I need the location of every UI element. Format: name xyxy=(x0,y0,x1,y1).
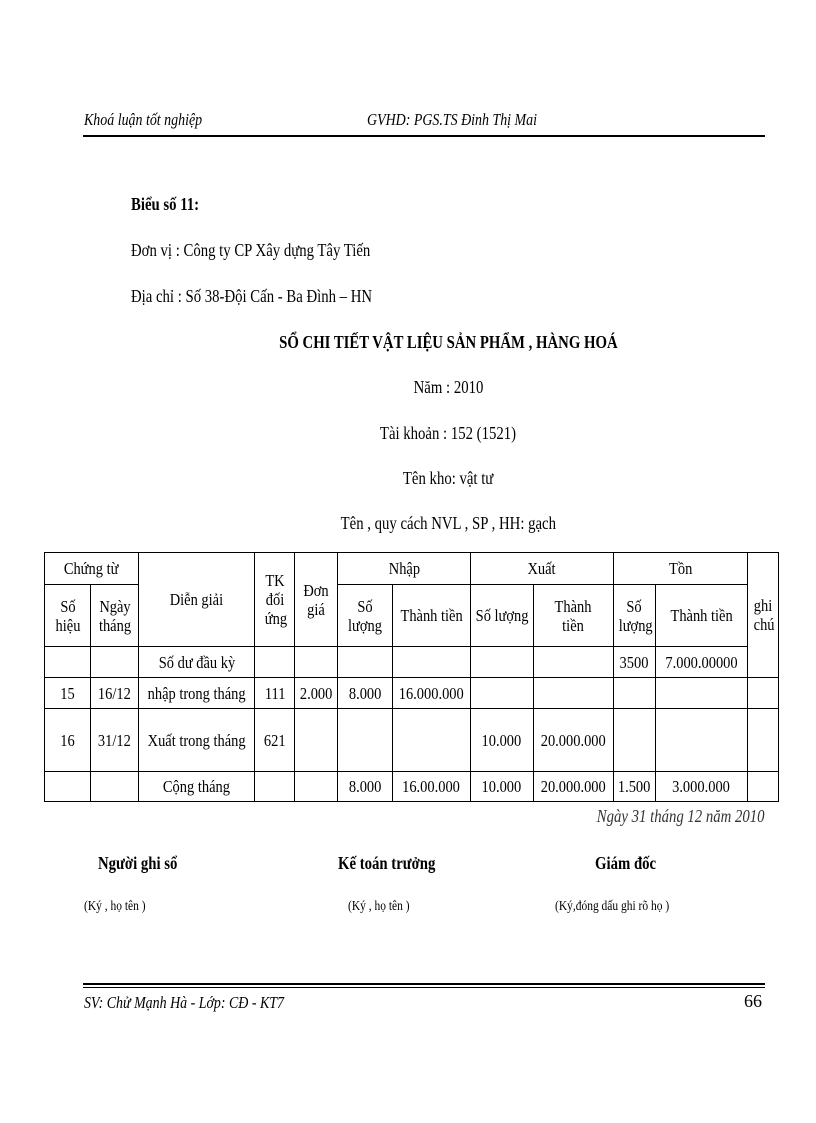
cell: Xuất trong tháng xyxy=(137,708,256,772)
cell xyxy=(746,771,779,802)
header-ghi-chu: ghi chú xyxy=(746,552,779,678)
cell xyxy=(612,677,656,709)
cell: 3500 xyxy=(612,646,656,678)
cell xyxy=(469,646,534,678)
cell xyxy=(746,708,779,772)
header-nhap-thanh-tien: Thành tiền xyxy=(392,584,471,647)
cell xyxy=(90,646,139,678)
cell xyxy=(294,646,339,678)
header-ton: Tồn xyxy=(612,552,748,585)
cell: 10.000 xyxy=(469,771,534,802)
page-title: SỔ CHI TIẾT VẬT LIỆU SẢN PHẨM , HÀNG HOÁ xyxy=(278,332,618,352)
header-ton-thanh-tien: Thành tiền xyxy=(654,584,748,647)
cell: 16.000.000 xyxy=(392,677,471,709)
header-nhap: Nhập xyxy=(337,552,471,585)
form-number: Biểu số 11: xyxy=(131,194,200,214)
cell: nhập trong tháng xyxy=(137,677,256,709)
header-tk-doi-ung: TK đối ứng xyxy=(254,552,296,647)
cell xyxy=(90,771,139,802)
cell: Số dư đầu kỳ xyxy=(137,646,256,678)
table-row: Số dư đầu kỳ 3500 7.000.00000 xyxy=(44,646,779,678)
header-left: Khoá luận tốt nghiệp xyxy=(84,110,203,129)
spec-line: Tên , quy cách NVL , SP , HH: gạch xyxy=(340,513,556,533)
date-line: Ngày 31 tháng 12 năm 2010 xyxy=(596,806,764,826)
cell: 1.500 xyxy=(612,771,656,802)
signature-title-director: Giám đốc xyxy=(595,853,657,873)
cell xyxy=(469,677,534,709)
year-line: Năm : 2010 xyxy=(413,377,483,397)
header-ngay-thang: Ngày tháng xyxy=(90,584,139,647)
cell xyxy=(337,646,394,678)
cell xyxy=(532,646,614,678)
header-nhap-so-luong: Số lượng xyxy=(337,584,394,647)
footer-rule-top xyxy=(83,983,765,985)
header-ton-so-luong: Số lượng xyxy=(612,584,656,647)
cell: 2.000 xyxy=(294,677,339,709)
header-xuat-so-luong: Số lượng xyxy=(469,584,534,647)
cell xyxy=(337,708,394,772)
header-chung-tu: Chứng từ xyxy=(44,552,139,585)
cell: 7.000.00000 xyxy=(654,646,748,678)
header-don-gia: Đơn giá xyxy=(294,552,339,647)
header-rule xyxy=(83,135,765,137)
ledger-table: Chứng từ Diễn giải TK đối ứng Đơn giá Nh… xyxy=(44,552,779,802)
cell: 111 xyxy=(254,677,296,709)
table-row: 16 31/12 Xuất trong tháng 621 10.000 20.… xyxy=(44,708,779,772)
cell xyxy=(654,677,748,709)
cell xyxy=(392,646,471,678)
cell: 621 xyxy=(254,708,296,772)
address-line: Địa chỉ : Số 38-Đội Cấn - Ba Đình – HN xyxy=(131,286,373,306)
cell: 8.000 xyxy=(337,771,394,802)
cell xyxy=(294,708,339,772)
cell xyxy=(44,771,91,802)
header-center: GVHD: PGS.TS Đinh Thị Mai xyxy=(367,110,537,129)
cell: 10.000 xyxy=(469,708,534,772)
footer-rule-bottom xyxy=(83,987,765,988)
cell xyxy=(532,677,614,709)
cell: Cộng tháng xyxy=(137,771,256,802)
signature-note-recorder: (Ký , họ tên ) xyxy=(84,899,146,914)
cell xyxy=(254,771,296,802)
page-number: 66 xyxy=(744,991,762,1011)
footer-left: SV: Chử Mạnh Hà - Lớp: CĐ - KT7 xyxy=(84,993,285,1012)
table-row-total: Cộng tháng 8.000 16.00.000 10.000 20.000… xyxy=(44,771,779,802)
cell: 15 xyxy=(44,677,91,709)
header-xuat-thanh-tien: Thành tiền xyxy=(532,584,614,647)
signature-title-recorder: Người ghi sổ xyxy=(98,853,178,873)
cell: 3.000.000 xyxy=(654,771,748,802)
cell: 16.00.000 xyxy=(392,771,471,802)
cell: 16/12 xyxy=(90,677,139,709)
cell xyxy=(392,708,471,772)
table-row: 15 16/12 nhập trong tháng 111 2.000 8.00… xyxy=(44,677,779,709)
account-line: Tài khoản : 152 (1521) xyxy=(379,423,517,443)
cell: 16 xyxy=(44,708,91,772)
header-xuat: Xuất xyxy=(469,552,614,585)
unit-line: Đơn vị : Công ty CP Xây dựng Tây Tiến xyxy=(131,240,371,260)
cell: 20.000.000 xyxy=(532,708,614,772)
cell: 20.000.000 xyxy=(532,771,614,802)
cell xyxy=(612,708,656,772)
warehouse-line: Tên kho: vật tư xyxy=(402,468,494,488)
cell: 31/12 xyxy=(90,708,139,772)
cell xyxy=(294,771,339,802)
signature-note-director: (Ký,đóng dấu ghi rõ họ ) xyxy=(555,899,670,914)
signature-title-chief-accountant: Kế toán trưởng xyxy=(338,853,436,873)
cell xyxy=(654,708,748,772)
cell xyxy=(254,646,296,678)
cell xyxy=(44,646,91,678)
header-so-hieu: Số hiệu xyxy=(44,584,91,647)
cell: 8.000 xyxy=(337,677,394,709)
cell xyxy=(746,677,779,709)
signature-note-chief-accountant: (Ký , họ tên ) xyxy=(348,899,410,914)
header-dien-giai: Diễn giải xyxy=(137,552,256,647)
